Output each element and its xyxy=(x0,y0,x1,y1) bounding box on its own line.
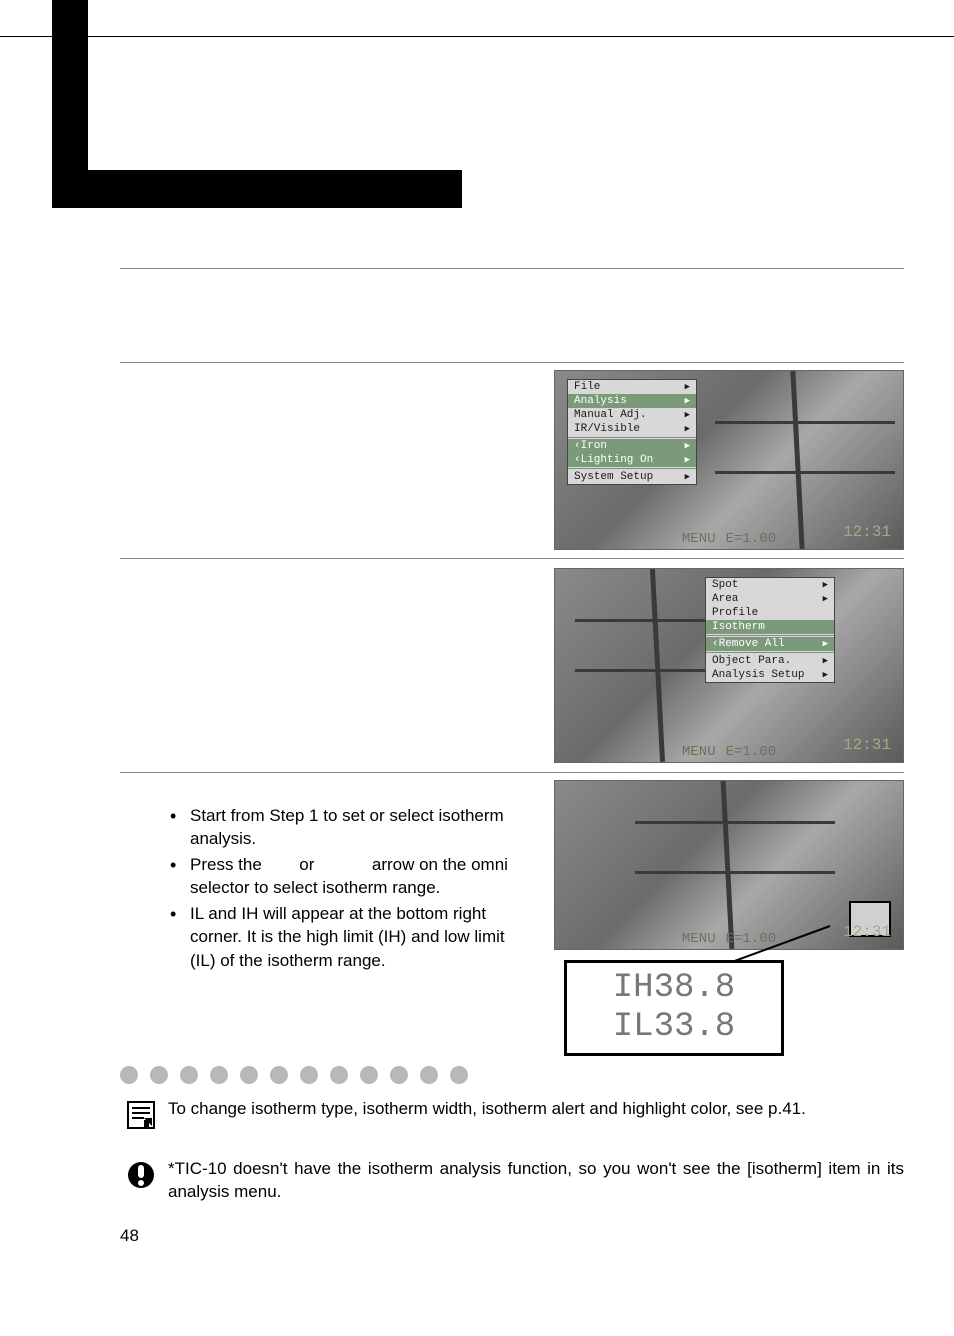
menu-item-system-setup: System Setup ▶ xyxy=(568,470,696,484)
list-item: IL and IH will appear at the bottom righ… xyxy=(170,902,530,972)
isotherm-readout-callout: IH38.8 IL33.8 xyxy=(564,960,784,1056)
menu-label: Manual Adj. xyxy=(574,409,647,421)
menu-item-object-para: Object Para. ▶ xyxy=(706,654,834,668)
note-block: To change isotherm type, isotherm width,… xyxy=(124,1098,904,1132)
instruction-text: IL and IH will appear at the bottom righ… xyxy=(190,904,505,970)
dot-icon xyxy=(330,1066,348,1084)
dot-icon xyxy=(120,1066,138,1084)
camera-screenshot-2: Spot ▶ Area ▶ Profile Isotherm ‹Remove All… xyxy=(554,568,904,763)
note-text: To change isotherm type, isotherm width,… xyxy=(168,1098,806,1132)
page-number: 48 xyxy=(120,1226,139,1246)
decorative-dots xyxy=(120,1066,468,1084)
warning-icon xyxy=(124,1158,158,1192)
chevron-right-icon: ▶ xyxy=(823,639,828,649)
menu-item-iron: ‹Iron ▶ xyxy=(568,439,696,453)
warning-text: *TIC-10 doesn't have the isotherm analys… xyxy=(168,1158,904,1204)
menu-label: Analysis xyxy=(574,395,627,407)
menu-item-ir-visible: IR/Visible ▶ xyxy=(568,422,696,436)
side-tab xyxy=(52,0,88,170)
dot-icon xyxy=(450,1066,468,1084)
menu-item-analysis: Analysis ▶ xyxy=(568,394,696,408)
dot-icon xyxy=(240,1066,258,1084)
menu-label: System Setup xyxy=(574,471,653,483)
divider-line xyxy=(120,362,904,363)
menu-label: File xyxy=(574,381,600,393)
instruction-text: Start from Step 1 to set or select isoth… xyxy=(190,806,504,848)
chevron-right-icon: ▶ xyxy=(685,382,690,392)
divider-line xyxy=(120,268,904,269)
dot-icon xyxy=(390,1066,408,1084)
menu-label: Spot xyxy=(712,579,738,591)
top-border xyxy=(0,36,954,37)
section-header-bar xyxy=(52,170,462,208)
menu-item-analysis-setup: Analysis Setup ▶ xyxy=(706,668,834,682)
status-time: 12:31 xyxy=(843,736,891,754)
chevron-right-icon: ▶ xyxy=(823,580,828,590)
chevron-right-icon: ▶ xyxy=(685,410,690,420)
divider-line xyxy=(120,772,904,773)
chevron-right-icon: ▶ xyxy=(685,455,690,465)
menu-item-lighting: ‹Lighting On ▶ xyxy=(568,453,696,467)
chevron-right-icon: ▶ xyxy=(685,424,690,434)
chevron-right-icon: ▶ xyxy=(685,472,690,482)
chevron-right-icon: ▶ xyxy=(685,441,690,451)
dot-icon xyxy=(360,1066,378,1084)
menu-item-isotherm: Isotherm xyxy=(706,620,834,634)
menu-item-profile: Profile xyxy=(706,606,834,620)
status-emissivity: E=1.00 xyxy=(726,744,776,760)
menu-item-file: File ▶ xyxy=(568,380,696,394)
menu-item-manual-adj: Manual Adj. ▶ xyxy=(568,408,696,422)
list-item: Start from Step 1 to set or select isoth… xyxy=(170,804,530,851)
menu-item-remove-all: ‹Remove All ▶ xyxy=(706,637,834,651)
chevron-right-icon: ▶ xyxy=(823,670,828,680)
isotherm-low-value: IL33.8 xyxy=(613,1008,735,1047)
menu-label: Analysis Setup xyxy=(712,669,804,681)
chevron-right-icon: ▶ xyxy=(823,656,828,666)
status-menu: MENU xyxy=(682,531,716,547)
note-icon xyxy=(124,1098,158,1132)
dot-icon xyxy=(210,1066,228,1084)
dot-icon xyxy=(180,1066,198,1084)
menu-label: IR/Visible xyxy=(574,423,640,435)
status-time: 12:31 xyxy=(843,523,891,541)
menu-item-spot: Spot ▶ xyxy=(706,578,834,592)
chevron-right-icon: ▶ xyxy=(685,396,690,406)
menu-label: Profile xyxy=(712,607,758,619)
menu-label: ‹Iron xyxy=(574,440,607,452)
chevron-right-icon: ▶ xyxy=(823,594,828,604)
status-emissivity: E=1.00 xyxy=(726,531,776,547)
menu-label: ‹Lighting On xyxy=(574,454,653,466)
dot-icon xyxy=(300,1066,318,1084)
isotherm-high-value: IH38.8 xyxy=(613,969,735,1008)
warning-block: *TIC-10 doesn't have the isotherm analys… xyxy=(124,1158,904,1204)
menu-label: Area xyxy=(712,593,738,605)
dot-icon xyxy=(420,1066,438,1084)
status-menu: MENU xyxy=(682,744,716,760)
divider-line xyxy=(120,558,904,559)
main-menu: File ▶ Analysis ▶ Manual Adj. ▶ IR/Visible ▶… xyxy=(567,379,697,485)
dot-icon xyxy=(150,1066,168,1084)
dot-icon xyxy=(270,1066,288,1084)
menu-label: Object Para. xyxy=(712,655,791,667)
camera-screenshot-1: File ▶ Analysis ▶ Manual Adj. ▶ IR/Visible ▶… xyxy=(554,370,904,550)
list-item: Press the or arrow on the omni selector … xyxy=(170,853,530,900)
instruction-text: or xyxy=(299,855,314,874)
analysis-menu: Spot ▶ Area ▶ Profile Isotherm ‹Remove All… xyxy=(705,577,835,683)
menu-label: ‹Remove All xyxy=(712,638,785,650)
instruction-text: Press the xyxy=(190,855,262,874)
menu-label: Isotherm xyxy=(712,621,765,633)
menu-item-area: Area ▶ xyxy=(706,592,834,606)
instruction-list: Start from Step 1 to set or select isoth… xyxy=(170,804,530,974)
